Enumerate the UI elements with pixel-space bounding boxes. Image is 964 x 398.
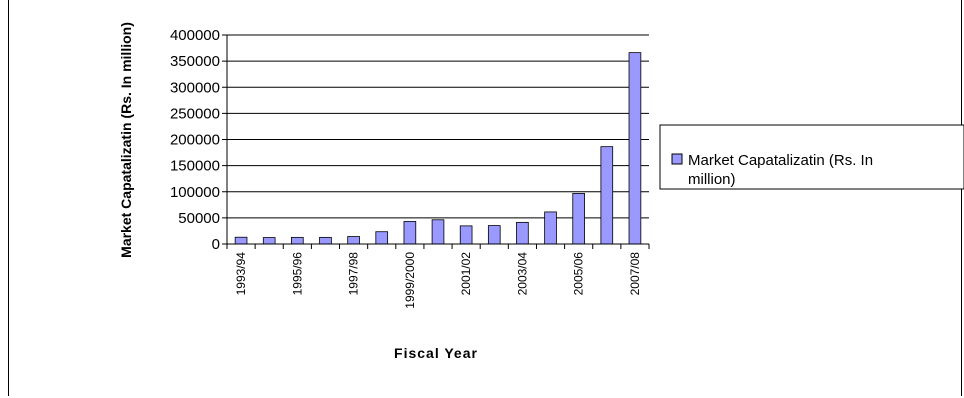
y-tick-label: 300000 (170, 79, 220, 96)
y-tick-label: 100000 (170, 184, 220, 201)
x-tick-label: 1993/94 (234, 252, 248, 296)
legend-box (659, 124, 964, 190)
y-tick-label: 350000 (170, 53, 220, 70)
y-axis-title: Market Capatalizatin (Rs. In million) (118, 22, 134, 258)
x-tick-label: 2003/04 (515, 252, 529, 296)
y-tick-labels: 0 50000 100000 150000 200000 250000 300000 3500… (170, 27, 220, 253)
legend: Market Capatalizatin (Rs. In million) (659, 124, 964, 190)
bar (262, 237, 276, 245)
y-tick-label: 50000 (178, 210, 220, 227)
y-tick-label: 200000 (170, 132, 220, 149)
bar (600, 146, 614, 245)
legend-swatch (671, 153, 683, 165)
bar (319, 236, 332, 245)
x-tick-label: 1997/98 (347, 252, 361, 296)
y-tick-label: 150000 (170, 158, 220, 175)
x-axis-title: Fiscal Year (394, 345, 478, 361)
bar (516, 221, 529, 245)
y-tick-label: 400000 (170, 27, 220, 44)
axes (222, 34, 650, 249)
x-tick-label: 2001/02 (459, 252, 473, 296)
x-tick-label: 2007/08 (628, 252, 642, 296)
chart-frame (8, 0, 962, 396)
bar (459, 225, 473, 245)
gridlines (227, 34, 649, 219)
bar (572, 193, 585, 245)
bar (487, 225, 501, 245)
y-tick-label: 0 (212, 236, 220, 253)
y-tick-label: 250000 (170, 105, 220, 122)
legend-label-line1: Market Capatalizatin (Rs. In (688, 152, 873, 169)
bar (291, 236, 304, 245)
bar (628, 52, 642, 245)
bar (234, 236, 248, 245)
x-tick-label: 1999/2000 (403, 252, 417, 309)
bar (347, 236, 360, 245)
x-tick-label: 1995/96 (290, 252, 304, 296)
bar (431, 219, 445, 245)
bars (234, 52, 642, 245)
bar (375, 231, 389, 245)
x-tick-label: 2005/06 (572, 252, 586, 296)
bar (544, 211, 557, 245)
bar (403, 221, 417, 245)
x-tick-labels: 1993/94 1995/96 1997/98 1999/2000 2001/02 200… (234, 252, 642, 309)
legend-label-line2: million) (688, 171, 736, 188)
